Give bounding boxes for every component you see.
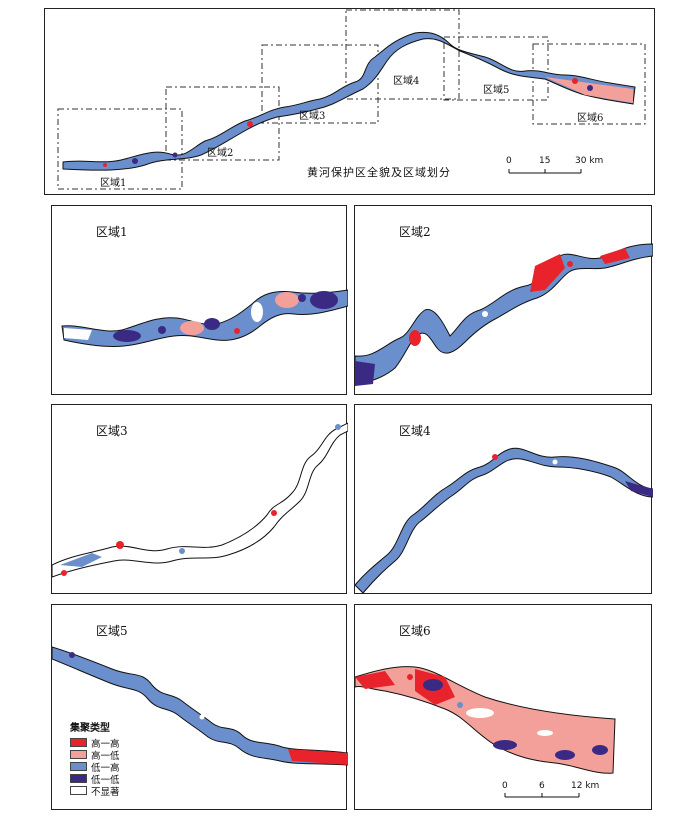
legend-swatch-ll <box>70 774 87 783</box>
legend-label: 高一高 <box>91 738 120 750</box>
legend-item: 不显著 <box>70 785 180 798</box>
overview-scale-15: 15 <box>539 156 551 166</box>
region-label-4: 区域4 <box>393 76 420 87</box>
region-4-map <box>355 447 653 594</box>
region-box-4 <box>345 9 460 100</box>
region-6-patches <box>355 669 608 760</box>
region-6-scale-bar <box>504 793 580 798</box>
legend-label: 低一高 <box>91 762 120 774</box>
overview-river <box>62 31 636 171</box>
region-2-river <box>355 243 653 385</box>
region-4-river <box>355 447 653 594</box>
region-4-panel: 区域4 <box>354 404 653 594</box>
overview-title: 黄河保护区全貌及区域划分 <box>307 166 451 179</box>
legend-title: 集聚类型 <box>70 723 110 734</box>
region-4-patches <box>492 454 653 497</box>
overview-river-svg <box>57 9 646 190</box>
region-6-title: 区域6 <box>399 624 431 638</box>
region-3-river <box>52 422 348 578</box>
legend-item: 低一低 <box>70 773 180 786</box>
region-label-3: 区域3 <box>299 111 326 122</box>
region-box-3 <box>261 44 379 124</box>
region-2-title: 区域2 <box>399 225 431 239</box>
region-1-map <box>61 289 348 347</box>
region-2-map <box>355 243 653 386</box>
region-5-title: 区域5 <box>96 624 128 638</box>
region-box-6 <box>532 43 646 125</box>
legend-swatch-hh <box>70 738 87 747</box>
detail-scale-6: 6 <box>539 781 545 791</box>
region-label-6: 区域6 <box>577 113 604 124</box>
region-3-title: 区域3 <box>96 424 128 438</box>
overview-map: 区域1 区域2 区域3 区域4 区域5 区域6 黄河保护区全貌及区域划分 0 1… <box>44 8 655 195</box>
region-box-2 <box>165 86 280 161</box>
region-3-map <box>52 422 348 578</box>
region-label-2: 区域2 <box>207 148 234 159</box>
region-6-panel: 区域6 0 6 12 km <box>354 604 652 810</box>
region-3-panel: 区域3 <box>51 404 348 594</box>
overview-scale-bar <box>508 169 582 174</box>
detail-scale-0: 0 <box>502 781 508 791</box>
overview-patches <box>103 77 633 167</box>
region-label-1: 区域1 <box>100 178 127 189</box>
legend-item: 高一高 <box>70 737 180 750</box>
legend-label: 不显著 <box>91 786 120 798</box>
region-box-1 <box>57 108 183 190</box>
legend-item: 高一低 <box>70 749 180 762</box>
legend-item: 低一高 <box>70 761 180 774</box>
detail-scale-12: 12 km <box>571 781 600 791</box>
region-label-5: 区域5 <box>483 85 510 96</box>
region-6-map <box>355 666 616 798</box>
region-2-panel: 区域2 <box>354 205 653 395</box>
overview-scale-30: 30 km <box>575 156 604 166</box>
region-4-title: 区域4 <box>399 424 431 438</box>
legend: 集聚类型 高一高 高一低 低一高 低一低 不显著 <box>70 719 180 798</box>
legend-swatch-ns <box>70 786 87 795</box>
region-6-river <box>355 666 616 774</box>
region-5-panel: 区域5 集聚类型 高一高 高一低 低一高 低一低 不显著 <box>51 604 348 810</box>
overview-scale-0: 0 <box>506 156 512 166</box>
region-5-river <box>52 646 348 766</box>
legend-swatch-lh <box>70 762 87 771</box>
region-1-patches <box>64 291 338 342</box>
region-box-5 <box>443 36 549 101</box>
legend-label: 低一低 <box>91 774 120 786</box>
legend-label: 高一低 <box>91 750 120 762</box>
region-5-patches <box>69 652 348 765</box>
legend-swatch-hl <box>70 750 87 759</box>
region-1-title: 区域1 <box>96 225 128 239</box>
region-2-patches <box>355 248 630 386</box>
region-1-panel: 区域1 <box>51 205 348 395</box>
region-3-patches <box>60 424 341 576</box>
region-5-map <box>52 646 348 766</box>
